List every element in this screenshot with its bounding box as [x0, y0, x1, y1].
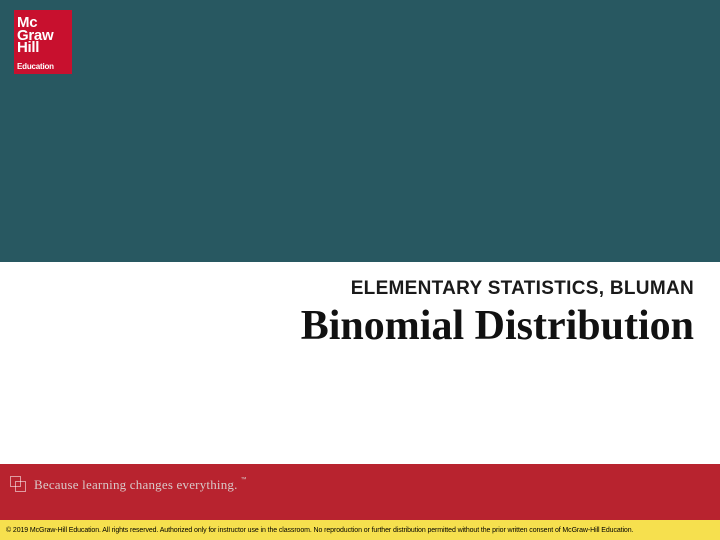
publisher-logo: Mc Graw Hill Education	[14, 10, 72, 74]
course-subtitle: ELEMENTARY STATISTICS, BLUMAN	[351, 278, 694, 300]
copyright-text: © 2019 McGraw-Hill Education. All rights…	[6, 527, 633, 534]
header-band	[0, 0, 720, 262]
slide-title: Binomial Distribution	[301, 302, 694, 350]
trademark-symbol: ™	[241, 477, 247, 483]
tagline-phrase: Because learning changes everything.	[34, 477, 238, 492]
copyright-band: © 2019 McGraw-Hill Education. All rights…	[0, 520, 720, 540]
logo-text: Mc Graw Hill	[14, 10, 72, 60]
tagline-text: Because learning changes everything.™	[34, 477, 247, 493]
tagline-icon	[10, 476, 28, 494]
tagline: Because learning changes everything.™	[10, 476, 247, 494]
logo-subtext: Education	[14, 60, 72, 74]
slide: Mc Graw Hill Education ELEMENTARY STATIS…	[0, 0, 720, 540]
footer-band: Because learning changes everything.™	[0, 464, 720, 520]
logo-line3: Hill	[17, 42, 69, 55]
